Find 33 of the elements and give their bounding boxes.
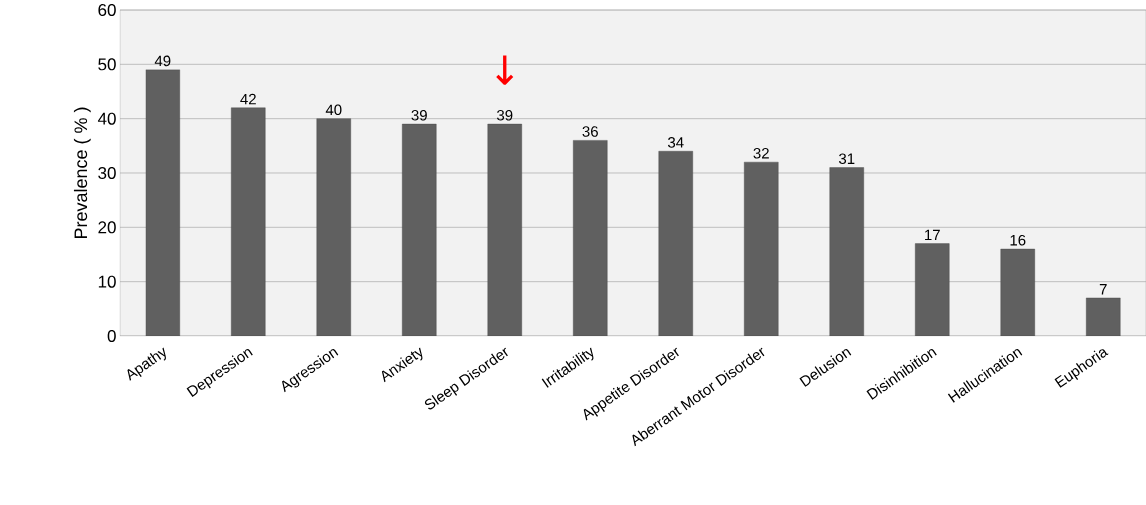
y-tick-label: 30 <box>98 166 116 180</box>
data-label: 34 <box>667 137 684 148</box>
annotation: ↓ <box>496 55 514 85</box>
data-label: 39 <box>496 109 513 121</box>
bar <box>316 118 351 336</box>
bar <box>402 123 437 336</box>
bar <box>915 243 950 336</box>
bar <box>829 167 864 336</box>
bar <box>573 140 608 336</box>
bar <box>487 123 522 336</box>
y-tick-label: 10 <box>98 275 116 288</box>
data-label: 16 <box>1010 234 1026 246</box>
data-label: 40 <box>325 104 342 116</box>
y-tick-label: 60 <box>98 3 116 17</box>
data-label: 36 <box>582 126 598 137</box>
y-tick-label: 20 <box>98 221 116 234</box>
data-label: 17 <box>925 229 940 241</box>
bar <box>1086 297 1121 336</box>
y-axis-title: Prevalence ( % ) <box>73 107 91 239</box>
bar <box>658 151 693 336</box>
bar <box>744 161 779 336</box>
data-label: 31 <box>838 153 855 165</box>
bar <box>1000 248 1035 336</box>
data-label: 49 <box>154 55 171 67</box>
y-tick-label: 40 <box>97 112 116 125</box>
y-tick-label: 0 <box>107 329 116 343</box>
y-tick-label: 50 <box>98 58 116 71</box>
data-label: 32 <box>753 147 769 159</box>
data-label: 42 <box>240 93 256 105</box>
data-label: 7 <box>1099 284 1107 295</box>
bar <box>231 107 266 336</box>
bar <box>145 69 180 336</box>
data-label: 39 <box>411 109 427 121</box>
